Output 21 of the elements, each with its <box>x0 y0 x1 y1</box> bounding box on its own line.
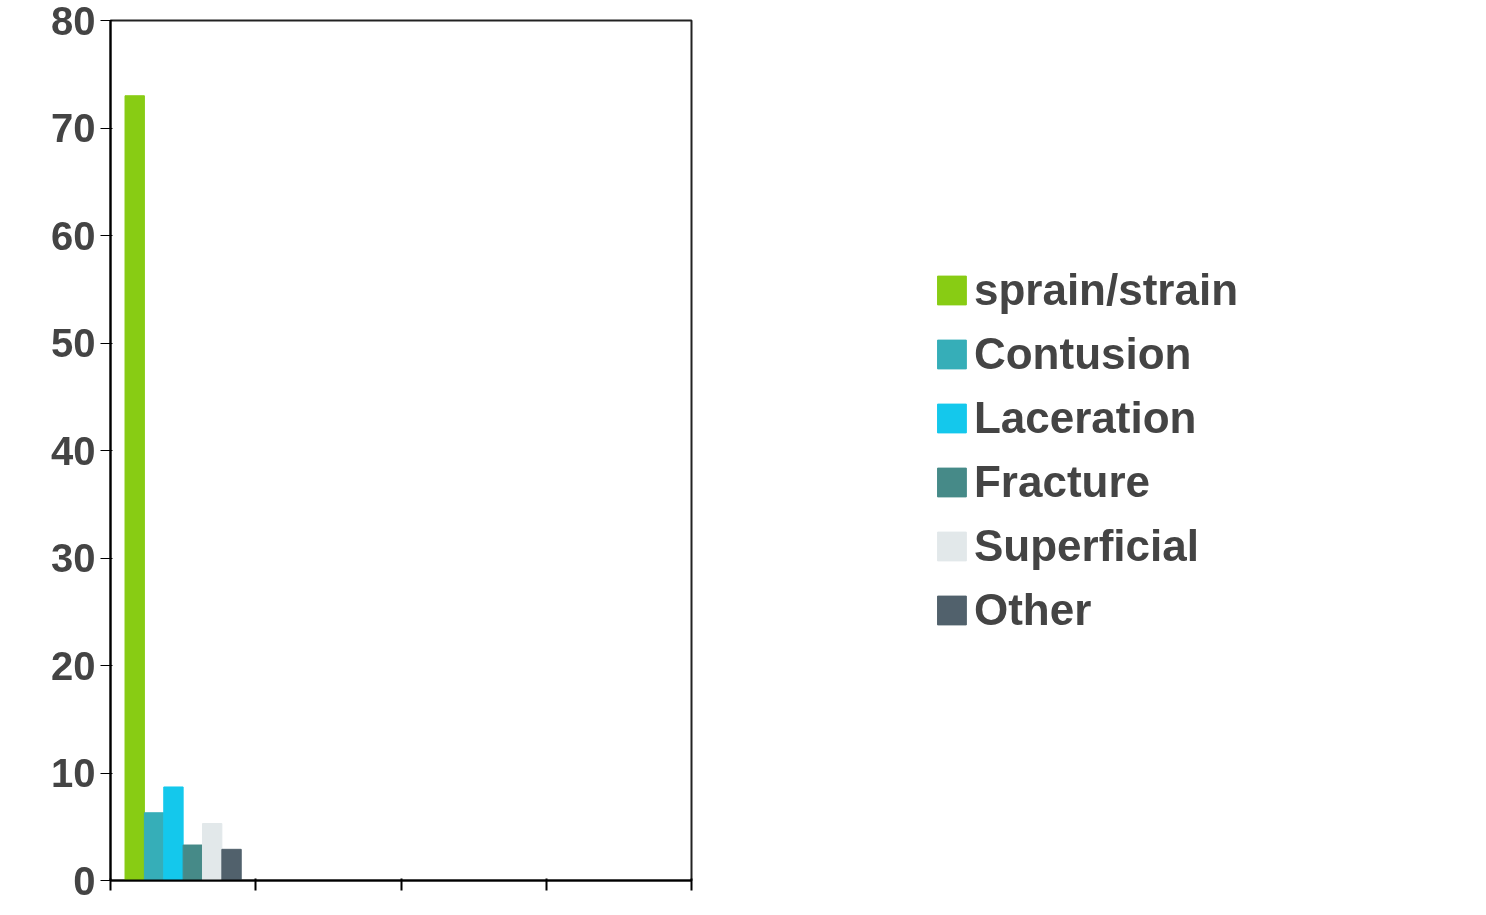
y-tick-label: 40 <box>51 428 96 473</box>
bar <box>182 844 203 881</box>
y-tick-label: 50 <box>51 321 96 365</box>
bar <box>143 812 165 881</box>
legend-label: Other <box>973 585 1092 635</box>
bar <box>163 786 184 881</box>
bar <box>221 848 242 881</box>
y-tick-label: 0 <box>73 858 96 903</box>
bar <box>201 823 223 881</box>
y-tick-label: 70 <box>51 106 96 150</box>
y-tick-label: 30 <box>51 536 96 580</box>
y-tick-label: 60 <box>51 213 96 258</box>
legend-label: sprain/strain <box>973 265 1239 315</box>
bar <box>124 95 145 881</box>
y-tick-label: 80 <box>51 0 96 43</box>
legend-label: Contusion <box>973 329 1192 379</box>
legend-label: Laceration <box>973 393 1197 443</box>
y-tick-label: 10 <box>51 751 96 795</box>
y-tick-label: 20 <box>51 643 96 688</box>
legend-label: Superficial <box>973 521 1199 571</box>
legend-label: Fracture <box>973 457 1151 507</box>
